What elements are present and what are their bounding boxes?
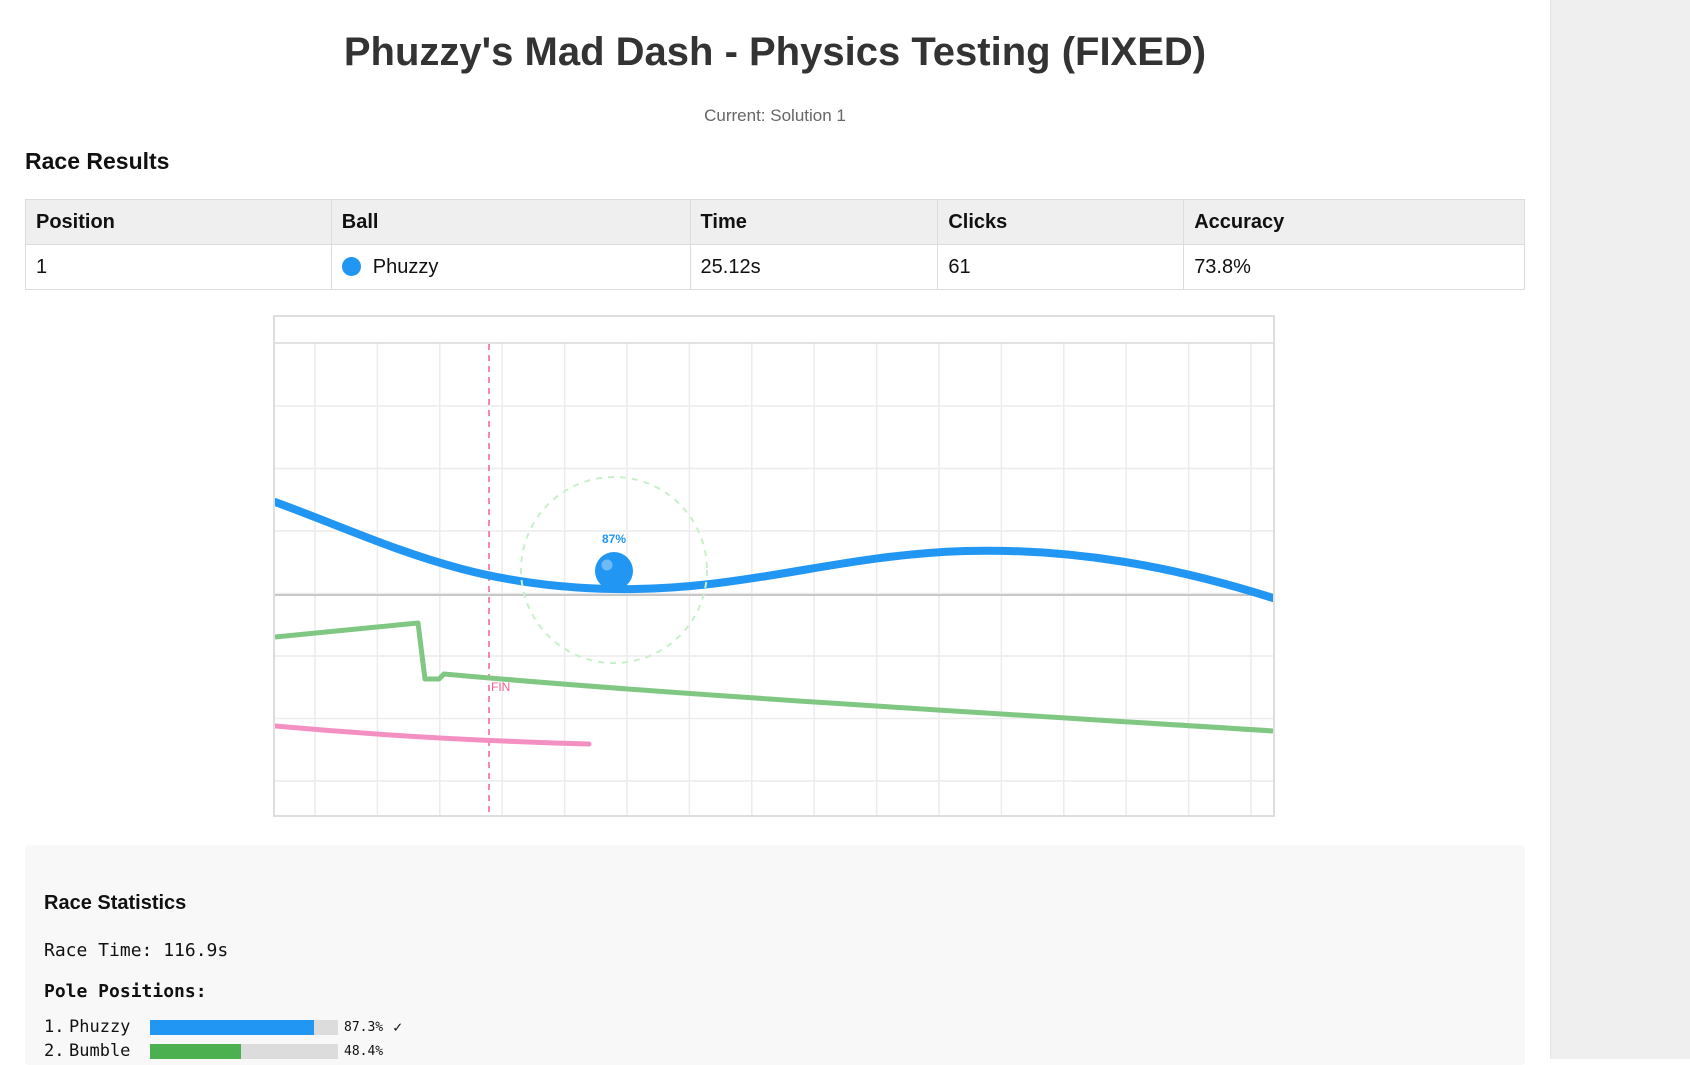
- opponent-trail-green: [275, 620, 1273, 734]
- pole-positions-heading: Pole Positions:: [44, 981, 207, 1002]
- race-statistics-heading: Race Statistics: [44, 892, 187, 914]
- pole-progress-bar: [150, 1019, 338, 1035]
- ball-name: Phuzzy: [372, 255, 439, 278]
- pole-position-row: 2. Bumble 48.4%: [44, 1040, 383, 1062]
- column-header-position: Position: [25, 199, 332, 245]
- pole-position-row: 1. Phuzzy 87.3% ✓: [44, 1016, 402, 1038]
- race-track-canvas[interactable]: FIN 87%: [273, 315, 1275, 817]
- column-header-clicks: Clicks: [937, 199, 1185, 245]
- column-header-ball: Ball: [330, 199, 691, 245]
- pole-percent: 87.3%: [344, 1019, 384, 1035]
- finish-label: FIN: [491, 680, 510, 694]
- table-header-row: Position Ball Time Clicks Accuracy: [25, 199, 1525, 245]
- pole-rank: 2.: [44, 1041, 65, 1061]
- opponent-trail-pink: [275, 723, 592, 747]
- current-solution-label: Current: Solution 1: [704, 106, 846, 125]
- race-time-text: Race Time: 116.9s: [44, 940, 229, 961]
- cell-time: 25.12s: [689, 244, 939, 290]
- pole-progress-fill: [150, 1019, 315, 1035]
- pole-percent: 48.4%: [344, 1043, 384, 1059]
- pole-rank: 1.: [44, 1017, 65, 1037]
- track-grid: [275, 343, 1273, 815]
- page-scrollbar[interactable]: [1550, 0, 1690, 1059]
- race-results-heading: Race Results: [25, 148, 170, 174]
- cell-ball: Phuzzy: [330, 244, 691, 290]
- ball-accuracy-label: 87%: [602, 532, 626, 546]
- pole-progress-bar: [150, 1043, 338, 1059]
- pole-name: Phuzzy: [69, 1017, 131, 1037]
- page-title: Phuzzy's Mad Dash - Physics Testing (FIX…: [343, 30, 1207, 74]
- checkmark-icon: ✓: [393, 1018, 403, 1036]
- column-header-accuracy: Accuracy: [1183, 199, 1525, 245]
- pole-progress-fill: [150, 1043, 241, 1059]
- race-statistics-panel: Race Statistics Race Time: 116.9s Pole P…: [25, 845, 1525, 1065]
- table-row: 1 Phuzzy 25.12s 61 73.8%: [25, 244, 1525, 290]
- pole-name: Bumble: [69, 1041, 131, 1061]
- phuzzy-ball[interactable]: [595, 552, 633, 590]
- column-header-time: Time: [689, 199, 939, 245]
- race-results-table: Position Ball Time Clicks Accuracy 1 Phu…: [25, 199, 1525, 290]
- cell-accuracy: 73.8%: [1183, 244, 1525, 290]
- player-track-line: [275, 498, 1273, 602]
- ball-highlight: [601, 559, 613, 571]
- ball-color-dot-icon: [341, 256, 361, 276]
- accuracy-target-ring: [520, 476, 708, 664]
- cell-position: 1: [25, 244, 332, 290]
- cell-clicks: 61: [937, 244, 1185, 290]
- race-track-svg: FIN 87%: [275, 342, 1273, 815]
